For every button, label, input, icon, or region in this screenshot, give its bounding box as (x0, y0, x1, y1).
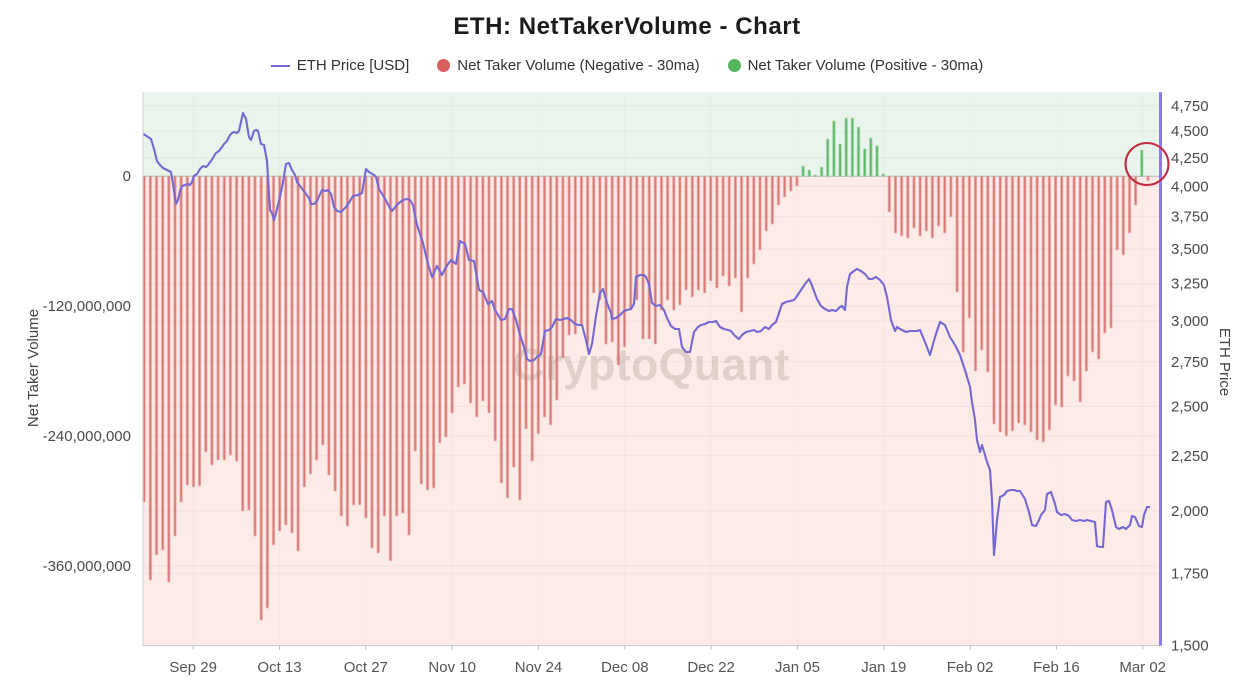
svg-text:2,750: 2,750 (1171, 354, 1209, 371)
svg-text:Oct 13: Oct 13 (257, 659, 301, 676)
svg-text:4,000: 4,000 (1171, 178, 1209, 195)
svg-text:Dec 22: Dec 22 (687, 659, 735, 676)
svg-text:ETH Price: ETH Price (1216, 328, 1233, 396)
svg-text:4,500: 4,500 (1171, 123, 1209, 140)
svg-text:3,250: 3,250 (1171, 276, 1209, 293)
svg-text:Feb 16: Feb 16 (1033, 659, 1080, 676)
svg-text:4,750: 4,750 (1171, 98, 1209, 115)
svg-text:Nov 24: Nov 24 (515, 659, 563, 676)
svg-text:2,250: 2,250 (1171, 448, 1209, 465)
svg-text:Oct 27: Oct 27 (344, 659, 388, 676)
svg-text:Sep 29: Sep 29 (169, 659, 217, 676)
svg-text:3,000: 3,000 (1171, 313, 1209, 330)
svg-text:4,250: 4,250 (1171, 150, 1209, 167)
svg-text:Feb 02: Feb 02 (947, 659, 994, 676)
svg-text:3,750: 3,750 (1171, 209, 1209, 226)
svg-text:Dec 08: Dec 08 (601, 659, 649, 676)
svg-text:Mar 02: Mar 02 (1119, 659, 1166, 676)
svg-text:2,500: 2,500 (1171, 398, 1209, 415)
svg-text:-360,000,000: -360,000,000 (43, 558, 131, 575)
svg-text:Net Taker Volume: Net Taker Volume (25, 309, 42, 427)
svg-text:CryptoQuant: CryptoQuant (512, 339, 789, 390)
svg-text:Jan 19: Jan 19 (861, 659, 906, 676)
svg-text:1,750: 1,750 (1171, 565, 1209, 582)
svg-text:Jan 05: Jan 05 (775, 659, 820, 676)
svg-text:-240,000,000: -240,000,000 (43, 428, 131, 445)
svg-text:1,500: 1,500 (1171, 638, 1209, 655)
svg-text:3,500: 3,500 (1171, 241, 1209, 258)
svg-text:0: 0 (123, 168, 131, 185)
svg-text:2,000: 2,000 (1171, 503, 1209, 520)
svg-text:Nov 10: Nov 10 (428, 659, 476, 676)
svg-text:-120,000,000: -120,000,000 (43, 298, 131, 315)
